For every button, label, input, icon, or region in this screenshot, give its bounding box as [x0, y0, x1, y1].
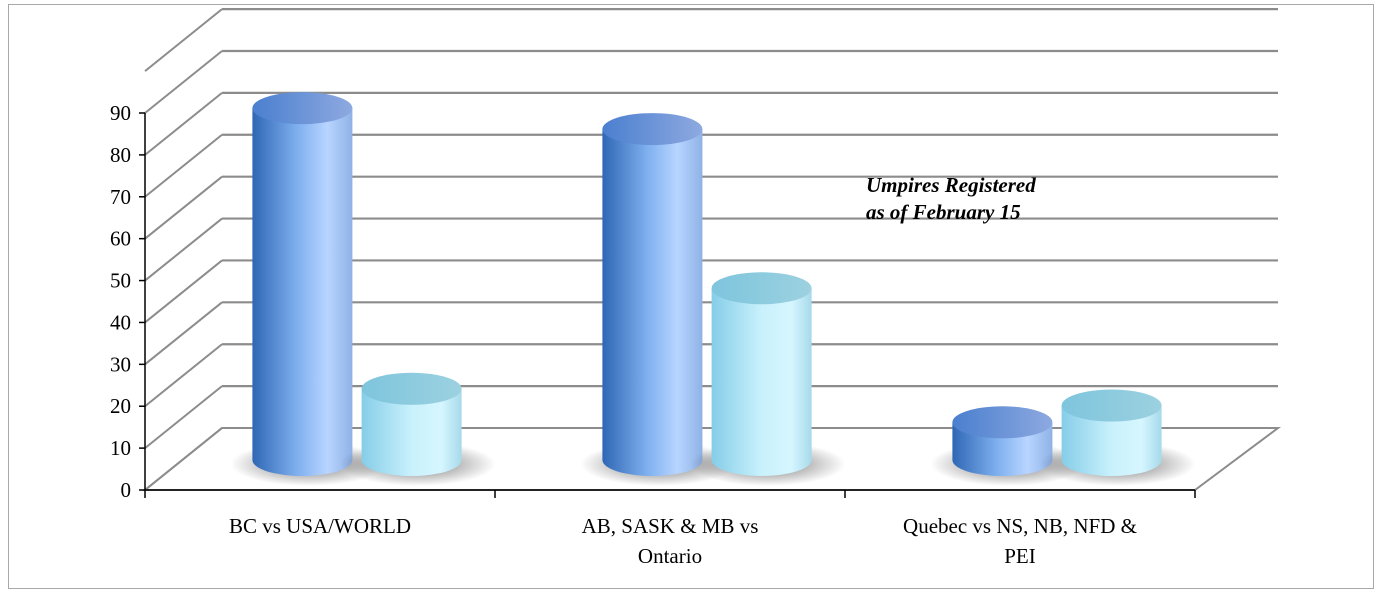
gridline-side [144, 133, 223, 198]
gridline-side [144, 217, 223, 282]
category-label: PEI [1004, 544, 1036, 568]
axes [139, 112, 1282, 498]
gridline-side [144, 385, 223, 449]
y-tick-label: 0 [121, 478, 132, 502]
bar-top [602, 113, 703, 146]
bar [230, 92, 387, 486]
y-tick-label: 70 [110, 185, 131, 209]
bar-top [1061, 389, 1162, 422]
bar-top [252, 92, 353, 125]
y-tick-labels: 0 10 20 30 40 50 60 70 80 90 [110, 101, 131, 502]
bar [339, 372, 496, 486]
gridline-side [144, 50, 223, 114]
bar-body [361, 388, 462, 476]
category-label: AB, SASK & MB vs [582, 514, 759, 538]
bar [580, 113, 737, 486]
bar-body [711, 288, 812, 476]
gridline-side [144, 92, 223, 156]
gridline-side [144, 343, 223, 408]
y-tick-label: 30 [110, 352, 131, 376]
y-tick-label: 60 [110, 227, 131, 251]
gridline-side [144, 259, 223, 324]
annotation-line: as of February 15 [866, 200, 1021, 224]
bar-top [711, 272, 812, 305]
category-labels: BC vs USA/WORLD AB, SASK & MB vs Ontario Qu… [229, 514, 1137, 568]
category-label: Quebec vs NS, NB, NFD & [903, 514, 1137, 538]
bar [930, 406, 1087, 486]
bar-top [361, 372, 462, 405]
y-tick-label: 10 [110, 436, 131, 460]
bar-body [1061, 405, 1162, 476]
bar [689, 272, 846, 486]
y-tick-label: 50 [110, 269, 131, 293]
gridline-side [144, 8, 223, 72]
bar-body [602, 129, 703, 477]
category-label: BC vs USA/WORLD [229, 514, 411, 538]
y-tick-label: 20 [110, 394, 131, 418]
y-tick-label: 80 [110, 143, 131, 167]
bar-body [252, 108, 353, 476]
annotation-line: Umpires Registered [866, 173, 1036, 197]
annotation: Umpires Registered as of February 15 [866, 173, 1036, 224]
category-label: Ontario [638, 544, 702, 568]
bars [230, 92, 1196, 486]
gridline-side [144, 301, 223, 366]
bar-top [952, 406, 1053, 439]
bar [1039, 389, 1196, 486]
gridline-side [144, 175, 223, 240]
y-tick-label: 40 [110, 310, 131, 334]
y-tick-label: 90 [110, 101, 131, 125]
